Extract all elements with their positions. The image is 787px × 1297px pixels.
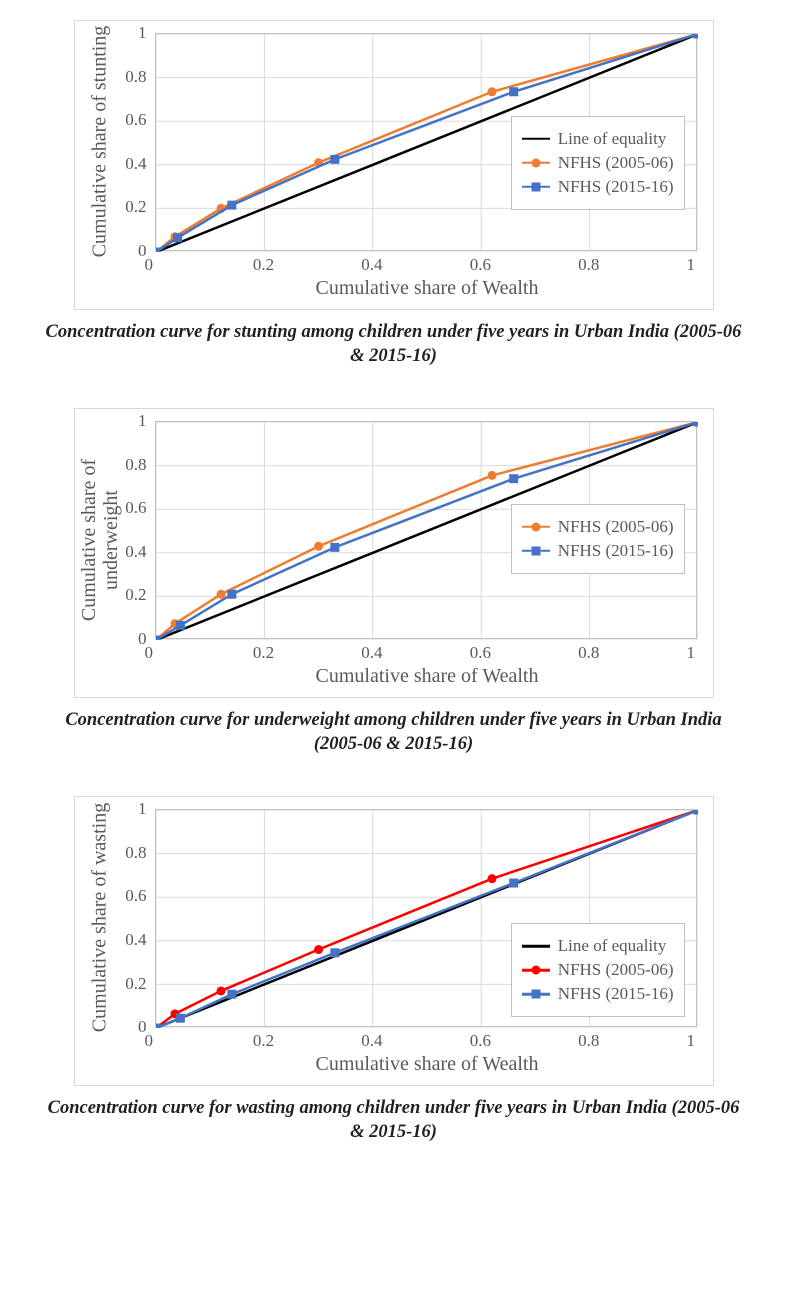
legend-item: NFHS (2005-06): [522, 960, 674, 980]
legend-item: NFHS (2005-06): [522, 153, 674, 173]
legend-item: NFHS (2015-16): [522, 541, 674, 561]
x-tick-label: 1: [687, 255, 696, 275]
legend-swatch-icon: [522, 988, 550, 1000]
legend: NFHS (2005-06) NFHS (2015-16): [511, 504, 685, 574]
y-tick-label: 0.4: [125, 542, 146, 562]
y-tick-label: 0.8: [125, 67, 146, 87]
x-axis-label: Cumulative share of Wealth: [316, 1053, 539, 1076]
x-tick-label: 0.4: [361, 255, 382, 275]
x-tick-label: 0.6: [470, 1031, 491, 1051]
legend-label: Line of equality: [558, 936, 667, 956]
chart-box: 00.20.40.60.8100.20.40.60.81Cumulative s…: [74, 20, 714, 310]
chart-caption: Concentration curve for underweight amon…: [44, 708, 744, 756]
y-tick-label: 0.6: [125, 886, 146, 906]
x-tick-label: 0.4: [361, 1031, 382, 1051]
y-tick-label: 1: [138, 23, 147, 43]
y-tick-label: 0.6: [125, 110, 146, 130]
legend-label: NFHS (2005-06): [558, 960, 674, 980]
legend: Line of equality NFHS (2005-06) NFHS (2015…: [511, 923, 685, 1017]
y-tick-label: 0.8: [125, 455, 146, 475]
chart-underweight: 00.20.40.60.8100.20.40.60.81Cumulative s…: [20, 408, 767, 756]
x-tick-label: 0.8: [578, 1031, 599, 1051]
chart-wasting: 00.20.40.60.8100.20.40.60.81Cumulative s…: [20, 796, 767, 1144]
chart-box: 00.20.40.60.8100.20.40.60.81Cumulative s…: [74, 796, 714, 1086]
y-tick-label: 0.4: [125, 930, 146, 950]
legend-swatch-icon: [522, 157, 550, 169]
legend-item: Line of equality: [522, 129, 674, 149]
y-tick-label: 0.6: [125, 498, 146, 518]
y-tick-label: 1: [138, 411, 147, 431]
y-tick-label: 0: [138, 241, 147, 261]
legend-item: Line of equality: [522, 936, 674, 956]
legend-swatch-icon: [522, 964, 550, 976]
chart-caption: Concentration curve for stunting among c…: [44, 320, 744, 368]
chart-stunting: 00.20.40.60.8100.20.40.60.81Cumulative s…: [20, 20, 767, 368]
x-tick-label: 0.2: [253, 255, 274, 275]
legend-label: NFHS (2005-06): [558, 153, 674, 173]
y-tick-label: 0.2: [125, 585, 146, 605]
x-tick-label: 0.4: [361, 643, 382, 663]
legend-label: Line of equality: [558, 129, 667, 149]
y-axis-label: Cumulative share of stunting: [88, 17, 111, 267]
legend-item: NFHS (2015-16): [522, 984, 674, 1004]
y-tick-label: 0.8: [125, 843, 146, 863]
legend: Line of equality NFHS (2005-06) NFHS (2015…: [511, 116, 685, 210]
chart-caption: Concentration curve for wasting among ch…: [44, 1096, 744, 1144]
legend-swatch-icon: [522, 521, 550, 533]
x-axis-label: Cumulative share of Wealth: [316, 277, 539, 300]
x-tick-label: 1: [687, 1031, 696, 1051]
x-tick-label: 0.6: [470, 643, 491, 663]
legend-item: NFHS (2005-06): [522, 517, 674, 537]
legend-label: NFHS (2005-06): [558, 517, 674, 537]
y-tick-label: 0.4: [125, 154, 146, 174]
legend-swatch-icon: [522, 940, 550, 952]
x-tick-label: 0.6: [470, 255, 491, 275]
x-tick-label: 1: [687, 643, 696, 663]
x-tick-label: 0.8: [578, 255, 599, 275]
y-axis-label: Cumulative share ofunderweight: [78, 440, 122, 640]
x-tick-label: 0.8: [578, 643, 599, 663]
x-axis-label: Cumulative share of Wealth: [316, 665, 539, 688]
y-tick-label: 1: [138, 799, 147, 819]
y-axis-label: Cumulative share of wasting: [88, 793, 111, 1043]
x-tick-label: 0.2: [253, 643, 274, 663]
y-tick-label: 0: [138, 629, 147, 649]
legend-swatch-icon: [522, 181, 550, 193]
legend-label: NFHS (2015-16): [558, 177, 674, 197]
y-tick-label: 0.2: [125, 974, 146, 994]
y-tick-label: 0: [138, 1017, 147, 1037]
legend-swatch-icon: [522, 545, 550, 557]
legend-label: NFHS (2015-16): [558, 984, 674, 1004]
legend-label: NFHS (2015-16): [558, 541, 674, 561]
legend-item: NFHS (2015-16): [522, 177, 674, 197]
legend-swatch-icon: [522, 133, 550, 145]
x-tick-label: 0.2: [253, 1031, 274, 1051]
chart-box: 00.20.40.60.8100.20.40.60.81Cumulative s…: [74, 408, 714, 698]
y-tick-label: 0.2: [125, 197, 146, 217]
